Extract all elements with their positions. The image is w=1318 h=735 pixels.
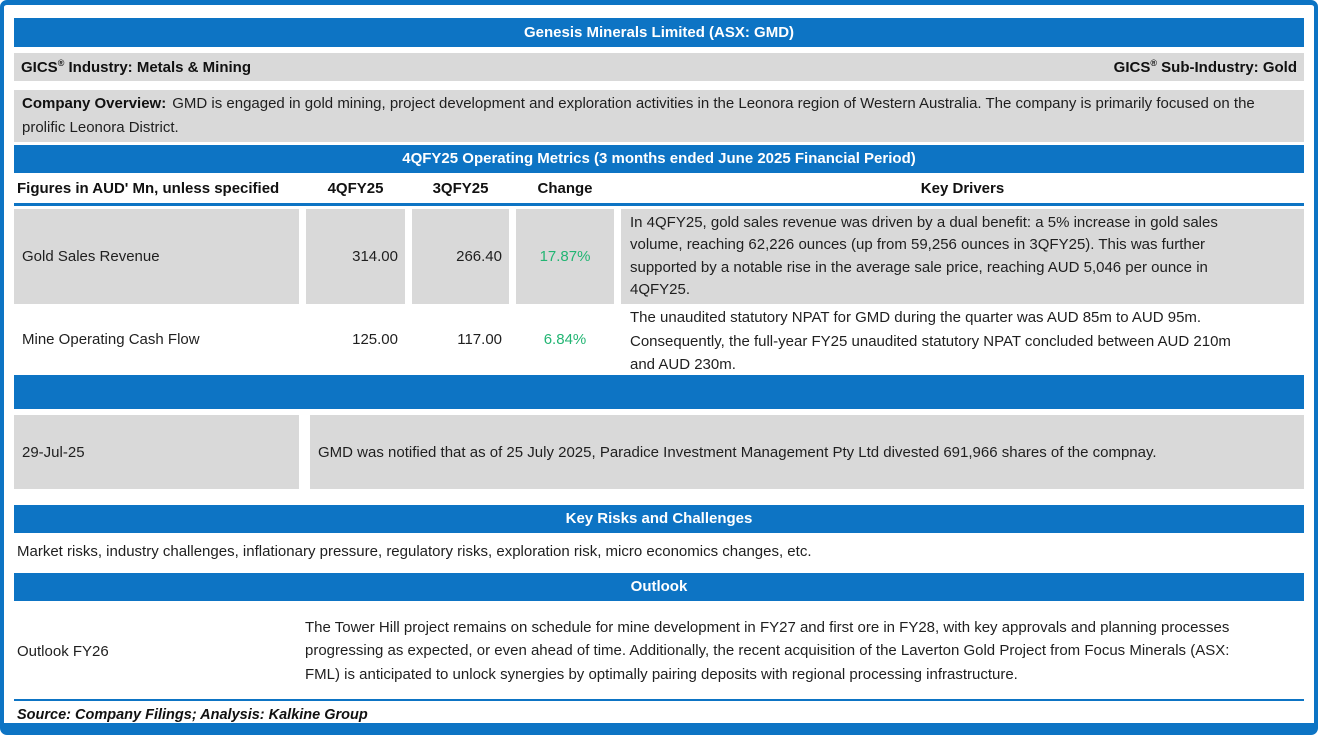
outlook-row: Outlook FY26 The Tower Hill project rema… (14, 607, 1304, 695)
metric-4qfy25-value: 125.00 (352, 330, 398, 348)
update-date: 29-Jul-25 (14, 415, 299, 489)
outlook-label: Outlook FY26 (17, 642, 109, 660)
table-row: Gold Sales Revenue 314.00 266.40 17.87% … (14, 209, 1304, 304)
metric-name: Gold Sales Revenue (14, 209, 299, 304)
gics-bar: GICS® Industry: Metals & Mining GICS® Su… (14, 53, 1304, 81)
outlook-text: The Tower Hill project remains on schedu… (305, 618, 1230, 683)
risks-text: Market risks, industry challenges, infla… (17, 543, 812, 560)
metric-3qfy25-value: 266.40 (412, 209, 509, 304)
metric-change-value: 6.84% (543, 330, 587, 348)
company-title: Genesis Minerals Limited (ASX: GMD) (523, 24, 795, 41)
metric-name: Mine Operating Cash Flow (22, 330, 200, 348)
metric-change-value: 17.87% (516, 209, 614, 304)
gics-industry: GICS® Industry: Metals & Mining (21, 58, 252, 76)
footer-divider (14, 699, 1304, 701)
column-header-figures: Figures in AUD' Mn, unless specified (17, 179, 280, 197)
update-text: GMD was notified that as of 25 July 2025… (310, 415, 1304, 489)
updates-section-header (14, 375, 1304, 409)
metric-3qfy25-value: 117.00 (457, 330, 502, 348)
registered-mark: ® (57, 58, 65, 68)
metric-4qfy25-value: 314.00 (306, 209, 405, 304)
company-overview-label: Company Overview: (22, 95, 167, 112)
company-title-bar: Genesis Minerals Limited (ASX: GMD) (14, 18, 1304, 47)
metric-key-driver: In 4QFY25, gold sales revenue was driven… (621, 209, 1304, 304)
gics-sub-industry: GICS® Sub-Industry: Gold (1113, 58, 1297, 76)
risks-section-header: Key Risks and Challenges (14, 505, 1304, 533)
company-overview-text: GMD is engaged in gold mining, project d… (22, 95, 1255, 136)
table-row: Mine Operating Cash Flow 125.00 117.00 6… (14, 300, 1304, 373)
column-header-change: Change (537, 179, 593, 197)
column-header-4qfy25: 4QFY25 (327, 179, 384, 197)
outlook-section-header: Outlook (14, 573, 1304, 601)
metric-key-driver: The unaudited statutory NPAT for GMD dur… (630, 309, 1231, 373)
source-note: Source: Company Filings; Analysis: Kalki… (17, 707, 368, 723)
column-header-3qfy25: 3QFY25 (432, 179, 489, 197)
registered-mark: ® (1150, 58, 1157, 68)
operating-metrics-title: 4QFY25 Operating Metrics (3 months ended… (402, 150, 916, 167)
outlook-spacer (1245, 607, 1304, 695)
header-divider (14, 203, 1304, 206)
risks-section-title: Key Risks and Challenges (565, 510, 753, 527)
metrics-table-header-row: Figures in AUD' Mn, unless specified 4QF… (14, 173, 1304, 203)
company-overview: Company Overview: GMD is engaged in gold … (14, 90, 1304, 142)
column-header-key-drivers: Key Drivers (920, 179, 1005, 197)
update-row: 29-Jul-25 GMD was notified that as of 25… (14, 415, 1304, 489)
operating-metrics-section-header: 4QFY25 Operating Metrics (3 months ended… (14, 145, 1304, 173)
outlook-section-title: Outlook (630, 578, 688, 595)
